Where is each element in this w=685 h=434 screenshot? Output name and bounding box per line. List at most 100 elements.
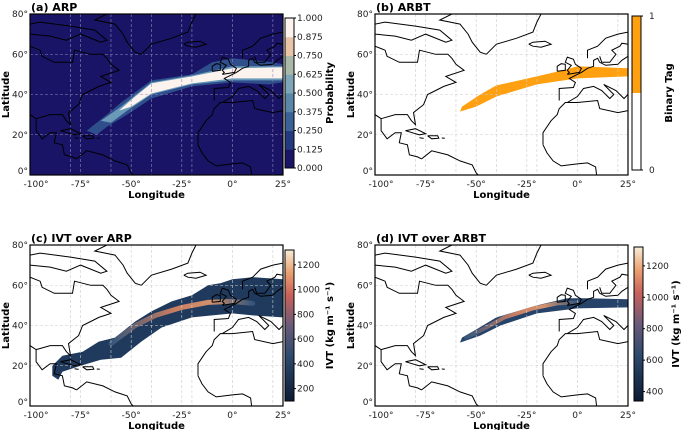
y-tick-label: 40° [12,322,28,332]
y-tick-label: 20° [357,131,373,141]
x-tick-label: 25° [275,411,291,421]
x-axis-label: Longitude [128,421,185,430]
colorbar-tick-label: 1200 [646,262,669,272]
y-axis-label: Latitude [1,302,12,349]
x-tick-label: -25° [517,411,536,421]
y-tick-label: 80° [357,10,373,20]
colorbar-tick-label: 1 [649,12,655,22]
colorbar-tick-label: 1.000 [297,14,323,24]
colorbar-tick-label: 400 [646,388,663,398]
colorbar-tick-label: 0.000 [297,164,323,174]
x-tick-label: -50° [467,411,486,421]
x-tick-label: 25° [620,180,636,190]
y-tick-label: 60° [357,50,373,60]
x-tick-label: -100° [369,180,394,190]
colorbar-tick-label: 800 [646,325,663,335]
y-axis-label: Latitude [346,71,357,118]
x-tick-label: -50° [122,180,141,190]
colorbar-tick-label: 1000 [646,293,669,303]
colorbar-tick-label: 1000 [297,286,320,296]
colorbar-label: Binary Tag [664,63,675,122]
x-tick-label: -100° [369,411,394,421]
x-tick-label: -100° [24,411,49,421]
y-tick-label: 80° [12,10,28,20]
y-tick-label: 60° [12,50,28,60]
x-tick-label: -100° [24,180,49,190]
x-axis-label: Longitude [473,190,530,201]
colorbar-tick-label: 400 [297,360,314,370]
colorbar-label: Probability [325,62,336,124]
colorbar-fill [632,16,641,93]
colorbar-segment [285,93,294,112]
y-tick-label: 0° [18,398,28,408]
panel-title: (b) ARBT [376,1,431,14]
x-tick-label: 0° [227,411,237,421]
colorbar-tick-label: 0.625 [297,70,323,80]
colorbar-label: IVT (kg m⁻¹ s⁻¹) [671,280,682,367]
y-tick-label: 40° [12,91,28,101]
colorbar: 0 1 Binary Tag [632,12,675,176]
colorbar-segment [285,37,294,56]
y-tick-label: 20° [357,362,373,372]
colorbar: 0.000 0.125 0.250 0.375 0.500 0.625 0.750 0.875… [285,14,336,174]
coastline [75,369,79,370]
panel-title: (d) IVT over ARBT [376,232,487,245]
colorbar-tick-label: 0.250 [297,127,323,137]
x-tick-label: -25° [517,180,536,190]
x-tick-label: -75° [71,180,90,190]
y-tick-label: 20° [12,362,28,372]
x-tick-label: -25° [172,411,191,421]
x-tick-label: 0° [227,180,237,190]
y-tick-label: 60° [357,281,373,291]
y-tick-label: 80° [12,241,28,251]
colorbar-tick-label: 0.500 [297,89,323,99]
y-tick-label: 60° [12,281,28,291]
colorbar-tick-label: 0.750 [297,52,323,62]
colorbar-tick-label: 0.875 [297,33,323,43]
y-tick-label: 20° [12,131,28,141]
panel-title: (c) IVT over ARP [31,232,132,245]
colorbar-tick-label: 600 [297,335,314,345]
x-tick-label: -75° [416,180,435,190]
colorbar-label: IVT (kg m⁻¹ s⁻¹) [325,282,336,369]
colorbar-fill [632,93,641,170]
y-tick-label: 0° [363,398,373,408]
coastline [420,138,424,139]
colorbar-segment [285,131,294,150]
coastline [75,138,79,139]
map-panel-b: -100° -75° -50° -25° 0° 25° 0° 20° 40° 60° 80° Long… [346,1,675,201]
y-tick-label: 0° [18,167,28,177]
x-tick-label: 25° [275,180,291,190]
colorbar-tick-label: 0.125 [297,145,323,155]
x-tick-label: -25° [172,180,191,190]
y-axis-label: Latitude [1,71,12,118]
x-tick-label: -50° [122,411,141,421]
x-axis-label: Longitude [128,190,185,201]
colorbar-tick-label: 0 [649,166,655,176]
colorbar-gradient [634,247,643,401]
y-axis-label: Latitude [346,302,357,349]
x-axis-label: Longitude [473,421,530,430]
y-tick-label: 0° [363,167,373,177]
colorbar-segment [285,56,294,75]
colorbar-tick-label: 0.375 [297,108,323,118]
x-tick-label: -75° [71,411,90,421]
colorbar-tick-label: 800 [297,310,314,320]
x-tick-label: -50° [467,180,486,190]
x-tick-label: -75° [416,411,435,421]
x-tick-label: 0° [572,411,582,421]
y-tick-label: 40° [357,91,373,101]
colorbar-segment [285,74,294,93]
colorbar-segment [285,149,294,168]
map-panel-c: -100° -75° -50° -25° 0° 25° 0° 20° 40° 60° 80° Long… [1,232,336,430]
x-tick-label: 0° [572,180,582,190]
y-tick-label: 40° [357,322,373,332]
colorbar-segment [285,18,294,37]
panel-title: (a) ARP [31,1,77,14]
colorbar-gradient [285,250,294,401]
coastline [420,369,424,370]
colorbar-tick-label: 1200 [297,261,320,271]
colorbar-segment [285,112,294,131]
